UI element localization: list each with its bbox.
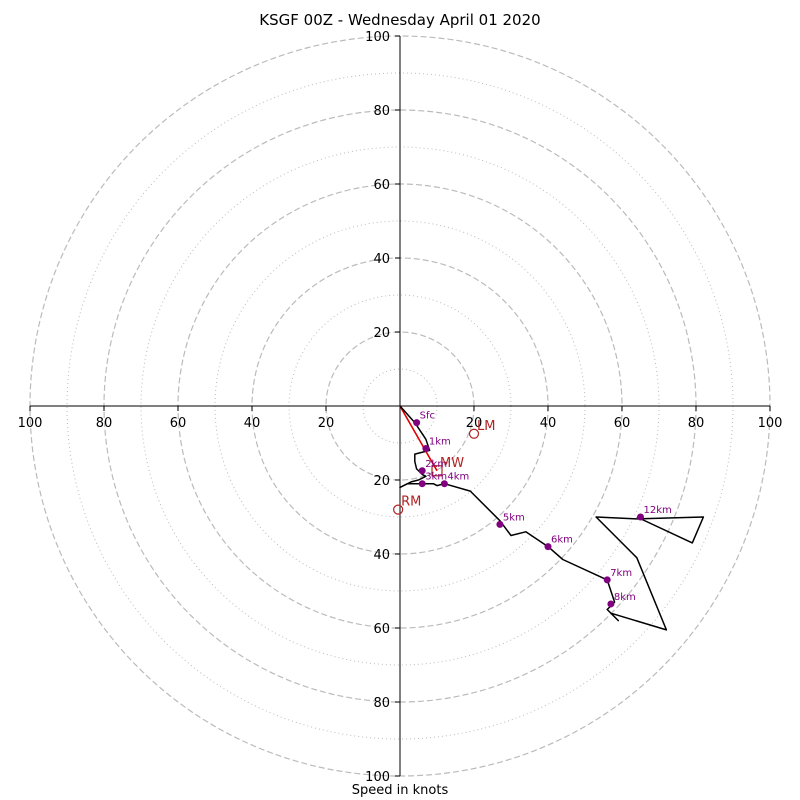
x-tick-label: 40	[244, 416, 261, 431]
storm-motion-marker-lm	[468, 428, 480, 439]
x-tick-label: 100	[18, 416, 43, 431]
chart-title: KSGF 00Z - Wednesday April 01 2020	[259, 11, 541, 29]
x-tick-label: 60	[170, 416, 187, 431]
height-marker-3km	[418, 480, 426, 488]
x-tick-label: 20	[318, 416, 335, 431]
height-label-3km: 3km	[425, 472, 447, 483]
x-tick-label: 60	[614, 416, 631, 431]
height-label-1km: 1km	[429, 437, 451, 448]
x-tick-label: 20	[466, 416, 483, 431]
y-tick-label: 80	[373, 104, 390, 119]
height-label-4km: 4km	[447, 472, 469, 483]
y-tick-label: 20	[373, 326, 390, 341]
height-label-12km: 12km	[644, 505, 672, 516]
storm-motion-label-mw: MW	[440, 456, 464, 471]
height-marker-1km	[422, 445, 430, 453]
height-marker-6km	[544, 543, 552, 551]
height-label-5km: 5km	[503, 512, 525, 523]
y-tick-label: 80	[373, 696, 390, 711]
y-tick-label: 60	[373, 178, 390, 193]
storm-motion-label-rm: RM	[401, 495, 421, 510]
height-marker-5km	[496, 520, 504, 528]
hodograph-trace-line	[399, 405, 705, 631]
storm-motion-label-lm: LM	[477, 419, 495, 434]
y-tick-label: 60	[373, 622, 390, 637]
height-label-sfc: Sfc	[420, 411, 435, 422]
x-tick-label: 80	[688, 416, 705, 431]
height-label-8km: 8km	[614, 592, 636, 603]
height-marker-2km	[418, 467, 426, 475]
height-marker-7km	[603, 576, 611, 584]
height-label-6km: 6km	[551, 535, 573, 546]
y-tick-label: 100	[365, 770, 390, 785]
storm-motion-marker-rm	[393, 504, 404, 515]
height-marker-12km	[637, 513, 644, 521]
height-marker-sfc	[413, 419, 421, 427]
height-label-7km: 7km	[610, 568, 632, 579]
shear-vector-line	[399, 405, 438, 472]
y-tick-label: 40	[373, 548, 390, 563]
y-tick-label: 100	[365, 30, 390, 45]
x-tick-label: 40	[540, 416, 557, 431]
height-marker-4km	[440, 480, 448, 488]
height-marker-8km	[607, 600, 615, 608]
storm-motion-marker-mw	[431, 465, 443, 477]
y-tick-label: 20	[373, 474, 390, 489]
y-tick-label: 40	[373, 252, 390, 267]
height-label-2km: 2km	[425, 459, 447, 470]
x-tick-label: 100	[758, 416, 783, 431]
x-axis-label: Speed in knots	[351, 783, 449, 798]
x-tick-label: 80	[96, 416, 113, 431]
